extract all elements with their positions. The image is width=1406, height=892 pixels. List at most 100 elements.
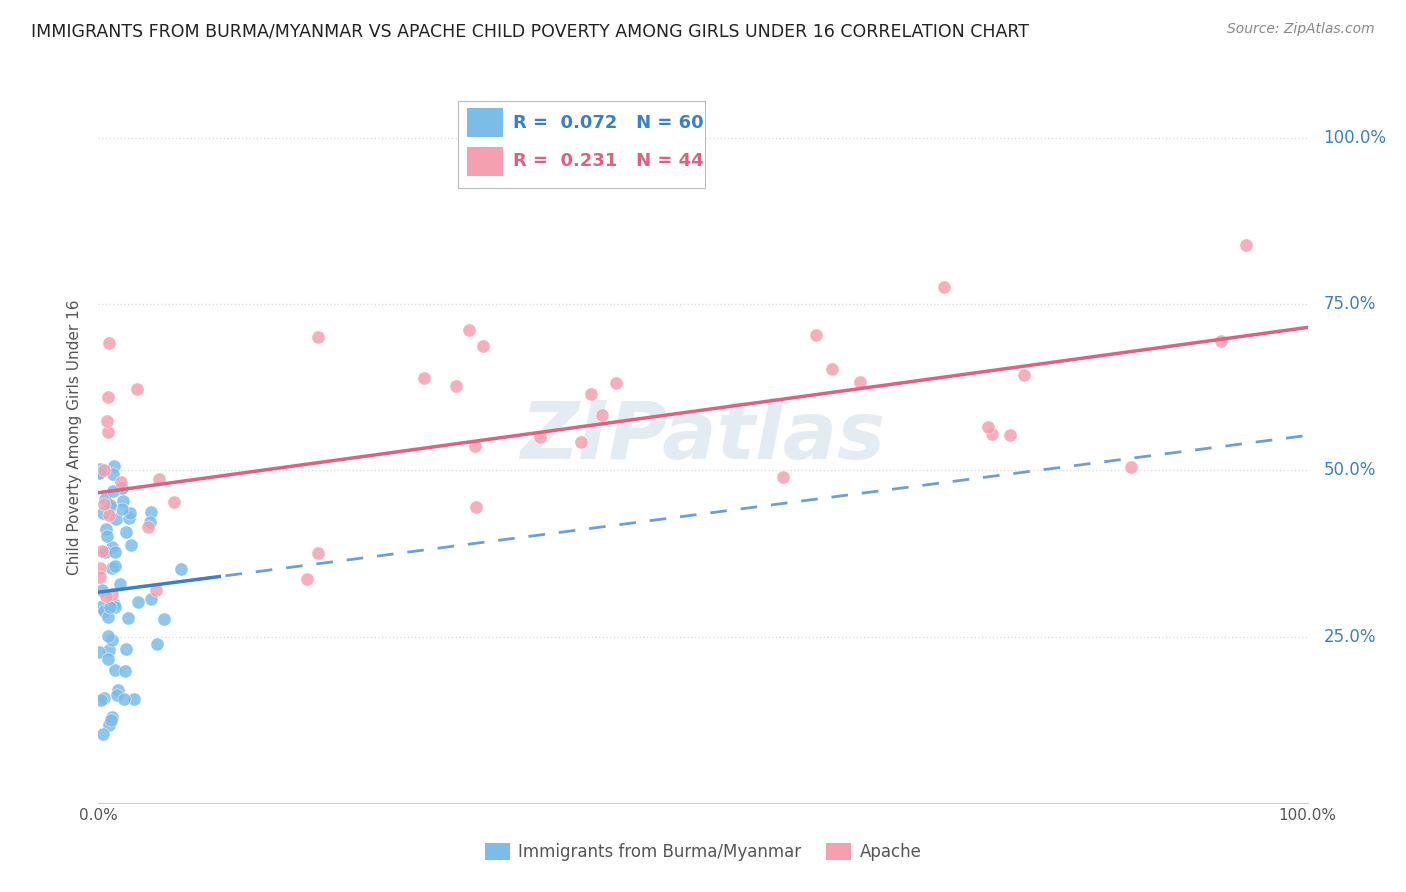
- Point: [1012, 368, 1035, 382]
- Point: [89, 561, 111, 575]
- Point: [139, 516, 162, 530]
- Point: [101, 541, 124, 555]
- Point: [103, 600, 125, 615]
- Point: [101, 484, 124, 499]
- Point: [97, 629, 120, 643]
- Point: [96, 529, 118, 543]
- Point: [104, 663, 127, 677]
- Point: [89, 693, 111, 707]
- Text: R =  0.231   N = 44: R = 0.231 N = 44: [513, 153, 704, 170]
- Text: Source: ZipAtlas.com: Source: ZipAtlas.com: [1227, 22, 1375, 37]
- Point: [94, 545, 117, 559]
- Point: [464, 439, 486, 453]
- Point: [591, 408, 613, 422]
- Point: [98, 336, 121, 351]
- Point: [94, 589, 117, 603]
- Point: [569, 435, 592, 450]
- FancyBboxPatch shape: [457, 101, 706, 188]
- Point: [1121, 460, 1143, 475]
- Point: [170, 561, 193, 575]
- Y-axis label: Child Poverty Among Girls Under 16: Child Poverty Among Girls Under 16: [67, 300, 83, 574]
- Point: [100, 709, 122, 723]
- Point: [93, 497, 115, 511]
- Point: [307, 330, 329, 344]
- Point: [89, 466, 111, 480]
- Point: [145, 637, 167, 651]
- Point: [97, 652, 120, 666]
- Point: [772, 470, 794, 484]
- Point: [93, 506, 115, 520]
- Point: [104, 545, 127, 559]
- Point: [457, 324, 479, 338]
- Point: [998, 427, 1021, 442]
- Point: [111, 481, 134, 495]
- Point: [103, 559, 125, 574]
- Bar: [467, 108, 503, 137]
- Point: [101, 561, 124, 575]
- Point: [89, 570, 111, 584]
- Point: [465, 500, 488, 515]
- Point: [163, 495, 186, 509]
- Point: [103, 597, 125, 611]
- Point: [90, 583, 112, 598]
- Point: [139, 506, 162, 520]
- Point: [122, 691, 145, 706]
- Point: [806, 327, 828, 342]
- Point: [136, 520, 159, 534]
- Point: [115, 642, 138, 657]
- Point: [152, 612, 174, 626]
- Point: [103, 459, 125, 474]
- Point: [112, 691, 135, 706]
- Text: 100.0%: 100.0%: [1323, 128, 1386, 147]
- Point: [579, 387, 602, 401]
- Point: [115, 525, 138, 540]
- Point: [112, 493, 135, 508]
- Point: [127, 595, 149, 609]
- Point: [97, 642, 120, 657]
- Point: [96, 413, 118, 427]
- Point: [97, 425, 120, 440]
- Point: [93, 690, 115, 705]
- Point: [413, 370, 436, 384]
- Point: [111, 501, 134, 516]
- Point: [297, 573, 319, 587]
- Point: [120, 538, 142, 552]
- Point: [97, 717, 120, 731]
- Point: [117, 511, 139, 525]
- Point: [104, 512, 127, 526]
- Point: [98, 500, 121, 514]
- Legend: Immigrants from Burma/Myanmar, Apache: Immigrants from Burma/Myanmar, Apache: [478, 836, 928, 868]
- Point: [605, 376, 627, 390]
- Point: [110, 475, 132, 490]
- Point: [101, 587, 124, 601]
- Point: [87, 645, 110, 659]
- Point: [91, 727, 114, 741]
- Point: [114, 664, 136, 678]
- Point: [97, 390, 120, 404]
- Point: [307, 546, 329, 560]
- Point: [89, 599, 111, 614]
- Point: [87, 467, 110, 481]
- Point: [107, 682, 129, 697]
- Point: [94, 492, 117, 507]
- Point: [1234, 237, 1257, 252]
- Point: [98, 508, 121, 522]
- Point: [139, 592, 162, 607]
- Point: [100, 714, 122, 728]
- Point: [100, 632, 122, 647]
- Point: [117, 611, 139, 625]
- Point: [1209, 334, 1232, 348]
- Point: [981, 427, 1004, 442]
- Point: [101, 467, 124, 481]
- Text: 50.0%: 50.0%: [1323, 461, 1375, 479]
- Point: [977, 420, 1000, 434]
- Text: IMMIGRANTS FROM BURMA/MYANMAR VS APACHE CHILD POVERTY AMONG GIRLS UNDER 16 CORRE: IMMIGRANTS FROM BURMA/MYANMAR VS APACHE …: [31, 22, 1029, 40]
- Point: [98, 599, 121, 614]
- Point: [100, 714, 122, 728]
- Point: [89, 462, 111, 476]
- Point: [821, 362, 844, 376]
- Point: [98, 498, 121, 512]
- Point: [145, 582, 167, 597]
- Text: 75.0%: 75.0%: [1323, 295, 1375, 313]
- Point: [105, 688, 128, 702]
